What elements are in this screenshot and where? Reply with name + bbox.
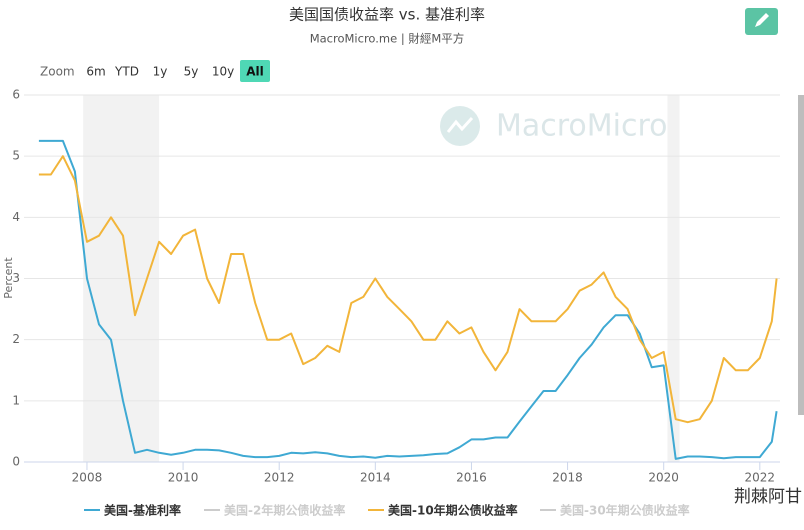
chart-title: 美国国债收益率 vs. 基准利率	[289, 6, 485, 24]
legend-label: 美国-10年期公债收益率	[388, 503, 518, 518]
legend-label: 美国-基准利率	[104, 503, 181, 518]
series-line	[38, 139, 778, 460]
x-tick-label: 2010	[168, 471, 199, 485]
x-tick-label: 2018	[552, 471, 583, 485]
y-tick-label: 2	[12, 332, 20, 346]
x-tick-label: 2022	[745, 471, 776, 485]
y-tick-label: 6	[12, 88, 20, 102]
zoom-button[interactable]: 6m	[86, 65, 105, 79]
y-tick-label: 1	[12, 393, 20, 407]
legend-label: 美国-30年期公债收益率	[560, 503, 690, 518]
y-tick-label: 4	[12, 210, 20, 224]
legend-item[interactable]: 美国-10年期公债收益率	[368, 503, 518, 518]
watermark-icon	[446, 116, 474, 133]
y-axis-label: Percent	[2, 257, 15, 299]
zoom-button[interactable]: 1y	[153, 65, 168, 79]
zoom-button-bg[interactable]	[240, 60, 270, 82]
zoom-label: Zoom	[40, 65, 75, 79]
y-tick-label: 3	[12, 271, 20, 285]
x-tick-label: 2020	[648, 471, 679, 485]
legend-item[interactable]: 美国-基准利率	[84, 503, 181, 518]
x-tick-label: 2016	[456, 471, 487, 485]
zoom-button[interactable]: YTD	[114, 65, 139, 79]
credit: 荆棘阿甘	[734, 487, 802, 507]
legend-item[interactable]: 美国-2年期公债收益率	[204, 503, 345, 518]
watermark: MacroMicro	[440, 106, 668, 146]
x-tick-label: 2008	[72, 471, 103, 485]
y-tick-label: 0	[12, 455, 20, 469]
legend-label: 美国-2年期公债收益率	[224, 503, 345, 518]
side-bar	[798, 95, 804, 415]
chart-subtitle: MacroMicro.me | 財經M平方	[310, 32, 465, 46]
legend-item[interactable]: 美国-30年期公债收益率	[540, 503, 690, 518]
x-tick-label: 2012	[264, 471, 295, 485]
y-tick-label: 5	[12, 149, 20, 163]
x-tick-label: 2014	[360, 471, 391, 485]
zoom-button[interactable]: 10y	[212, 65, 234, 79]
series-line	[38, 155, 778, 424]
watermark-text: MacroMicro	[496, 109, 668, 144]
edit-icon	[755, 13, 769, 27]
zoom-button[interactable]: All	[246, 65, 264, 79]
zoom-button[interactable]: 5y	[184, 65, 199, 79]
